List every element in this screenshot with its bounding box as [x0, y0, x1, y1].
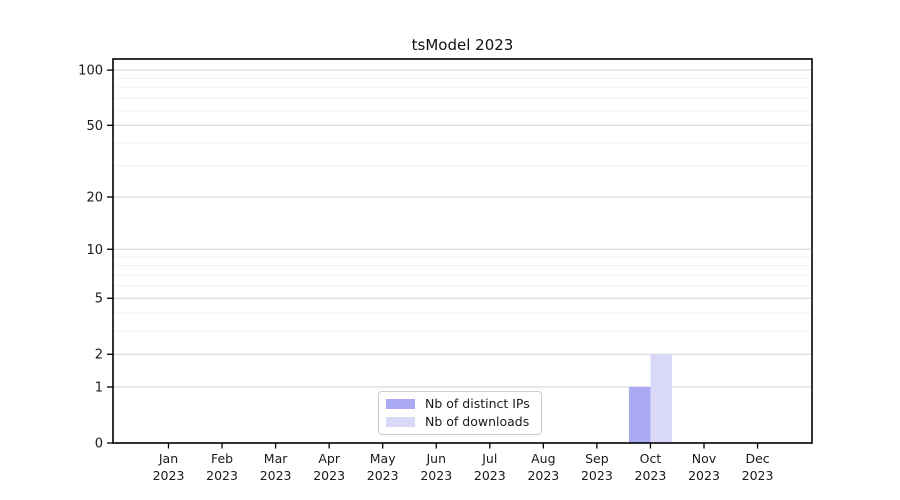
- bar-distinct-ips: [628, 386, 651, 443]
- y-tick-label: 2: [95, 348, 103, 363]
- plot-border: [112, 58, 813, 444]
- x-tick-label-month: Aug: [531, 451, 555, 466]
- y-tick-label: 20: [86, 191, 103, 206]
- legend-swatch-downloads: [386, 416, 415, 427]
- legend-label-distinct-ips: Nb of distinct IPs: [425, 396, 530, 411]
- x-tick-label-month: Jul: [481, 451, 497, 466]
- x-tick-label-year: 2023: [742, 468, 774, 483]
- y-tick-label: 50: [86, 119, 103, 134]
- legend-item-downloads: Nb of downloads: [386, 413, 533, 429]
- chart-title: tsModel 2023: [411, 36, 514, 54]
- bar-downloads: [650, 354, 672, 443]
- y-tick-label: 10: [86, 243, 103, 258]
- x-tick-label-month: Jun: [425, 451, 446, 466]
- x-tick-label-year: 2023: [688, 468, 720, 483]
- legend-item-distinct-ips: Nb of distinct IPs: [386, 396, 533, 411]
- x-tick-label-year: 2023: [420, 468, 452, 483]
- x-tick-label-year: 2023: [260, 468, 292, 483]
- x-tick-label-month: Sep: [585, 451, 609, 466]
- x-tick-label-month: Apr: [318, 451, 340, 466]
- legend-swatch-distinct-ips: [386, 399, 415, 410]
- x-tick-label-year: 2023: [367, 468, 399, 483]
- x-tick-label-year: 2023: [581, 468, 613, 483]
- x-tick-label-year: 2023: [527, 468, 559, 483]
- x-tick-label-year: 2023: [635, 468, 667, 483]
- x-tick-label-year: 2023: [474, 468, 506, 483]
- y-tick-label: 5: [95, 292, 103, 307]
- y-tick-label: 0: [95, 437, 103, 452]
- legend-label-downloads: Nb of downloads: [425, 413, 530, 429]
- x-tick-label-month: Oct: [640, 451, 662, 466]
- x-tick-label-month: Mar: [264, 451, 288, 466]
- x-tick-label-month: Dec: [745, 451, 769, 466]
- x-tick-label-year: 2023: [206, 468, 238, 483]
- x-tick-label-year: 2023: [153, 468, 185, 483]
- y-tick-label: 1: [95, 380, 103, 395]
- y-tick-label: 100: [78, 64, 103, 79]
- chart-legend: Nb of distinct IPs Nb of downloads: [378, 391, 542, 435]
- x-tick-label-month: Feb: [211, 451, 233, 466]
- x-tick-label-month: May: [370, 451, 396, 466]
- x-tick-label-month: Nov: [692, 451, 717, 466]
- x-tick-label-year: 2023: [313, 468, 345, 483]
- x-tick-label-month: Jan: [158, 451, 178, 466]
